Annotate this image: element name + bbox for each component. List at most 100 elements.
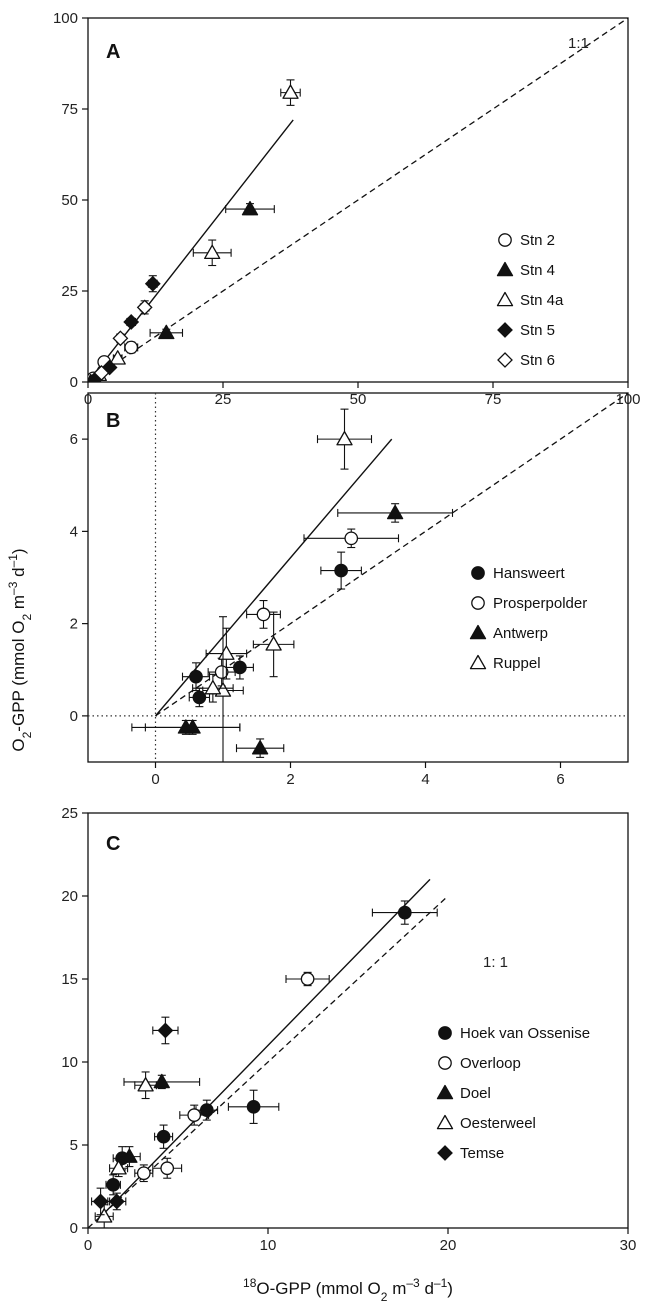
data-point — [336, 430, 353, 446]
data-point — [344, 531, 359, 546]
legend-marker — [471, 596, 485, 610]
legend-entry: Antwerp — [469, 624, 548, 642]
data-point — [96, 1208, 113, 1223]
data-point — [204, 244, 221, 260]
data-point — [214, 665, 229, 679]
data-point — [106, 1177, 121, 1192]
legend-label: Antwerp — [493, 625, 548, 642]
legend-marker — [469, 654, 487, 670]
y-tick-label: 75 — [61, 101, 78, 118]
y-tick-label: 5 — [70, 1137, 78, 1154]
y-tick-label: 0 — [70, 708, 78, 725]
legend-entry: Oesterweel — [436, 1114, 536, 1132]
data-point — [136, 299, 153, 316]
legend: Hansweert Prosperpolder Antwerp Ruppel — [469, 565, 587, 672]
y-tick-label: 25 — [61, 283, 78, 300]
legend-marker — [498, 233, 512, 247]
legend-label: Stn 6 — [520, 352, 555, 369]
data-point — [256, 607, 271, 622]
data-point — [233, 660, 247, 675]
data-point — [124, 340, 139, 355]
legend-marker — [497, 352, 513, 368]
legend-label: Oesterweel — [460, 1115, 536, 1132]
x-tick-label: 0 — [84, 1237, 92, 1254]
data-point — [93, 364, 110, 381]
data-point — [92, 1193, 109, 1210]
legend-entry: Temse — [437, 1145, 504, 1162]
data-point — [386, 504, 404, 520]
y-tick-label: 100 — [53, 10, 78, 27]
regression-line — [154, 438, 393, 717]
legend-entry: Doel — [436, 1084, 491, 1102]
regression-line — [105, 878, 431, 1212]
x-tick-label: 50 — [350, 391, 367, 408]
y-tick-label: 0 — [70, 374, 78, 391]
x-tick-label: 25 — [215, 391, 232, 408]
legend-marker — [471, 566, 485, 580]
legend-marker — [436, 1114, 454, 1130]
legend: Hoek van Ossenise Overloop Doel Oesterweel T… — [436, 1025, 590, 1162]
data-point — [397, 905, 412, 920]
legend-marker — [438, 1026, 452, 1040]
legend-entry: Stn 4 — [496, 261, 555, 279]
legend-marker — [437, 1145, 453, 1161]
series-stn-6 — [93, 299, 153, 381]
legend-label: Stn 4a — [520, 292, 564, 309]
data-point — [121, 1148, 138, 1163]
data-point — [157, 1022, 174, 1039]
legend-entry: Stn 4a — [496, 291, 564, 309]
data-point — [300, 972, 315, 986]
legend-marker — [438, 1056, 452, 1070]
data-point — [241, 200, 259, 216]
data-point — [246, 1099, 261, 1114]
series-stn-5 — [88, 275, 161, 382]
x-tick-label: 20 — [440, 1237, 457, 1254]
data-point — [265, 636, 282, 651]
legend-marker — [497, 322, 513, 338]
series-hansweert — [181, 551, 362, 708]
panel-c: 0 10 20 30 0 5 10 15 20 25 C 1: 1 Hoek van Ossenise O… — [61, 805, 636, 1254]
one-to-one-label: 1:1 — [568, 35, 589, 52]
data-point — [160, 1161, 175, 1176]
data-point — [282, 84, 299, 99]
data-point — [108, 1193, 125, 1210]
data-point — [184, 719, 201, 734]
plot-frame — [87, 812, 629, 1229]
data-point — [137, 1077, 154, 1092]
legend-label: Hoek van Ossenise — [460, 1025, 590, 1042]
legend-marker — [469, 624, 487, 640]
legend-label: Stn 4 — [520, 262, 555, 279]
y-tick-label: 4 — [70, 523, 78, 540]
data-point — [204, 680, 222, 695]
series-doel — [118, 1073, 201, 1168]
y-tick-label: 10 — [61, 1054, 78, 1071]
x-tick-label: 6 — [556, 771, 564, 788]
legend-entry: Hoek van Ossenise — [438, 1025, 590, 1042]
legend-entry: Overloop — [438, 1055, 521, 1072]
data-point — [144, 275, 161, 292]
legend-label: Prosperpolder — [493, 595, 587, 612]
x-axis-title: 18O-GPP (mmol O2 m–3 d–1) — [243, 1276, 453, 1302]
data-point — [189, 669, 203, 684]
one-to-one-label: 1: 1 — [483, 954, 508, 971]
legend-label: Doel — [460, 1085, 491, 1102]
data-point — [110, 1160, 127, 1175]
legend-label: Ruppel — [493, 655, 541, 672]
legend-entry: Stn 6 — [497, 352, 555, 369]
legend-label: Stn 5 — [520, 322, 555, 339]
plot-area — [88, 878, 449, 1228]
legend-entry: Hansweert — [471, 565, 566, 582]
x-tick-label: 4 — [421, 771, 429, 788]
plot-area — [88, 393, 628, 762]
y-tick-label: 20 — [61, 888, 78, 905]
plot-area — [88, 18, 628, 382]
series-oesterweel — [94, 1071, 157, 1228]
data-point — [192, 690, 207, 705]
one-to-one-line — [155, 393, 628, 717]
legend-entry: Stn 5 — [497, 322, 555, 339]
x-tick-label: 10 — [260, 1237, 277, 1254]
series-overloop — [134, 971, 330, 1183]
y-tick-label: 2 — [70, 616, 78, 633]
x-tick-label: 30 — [620, 1237, 637, 1254]
